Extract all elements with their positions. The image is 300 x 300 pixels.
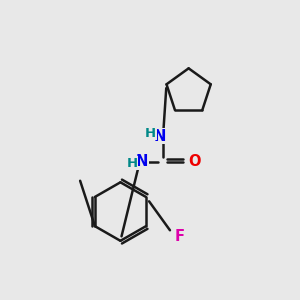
Text: O: O: [189, 154, 201, 169]
Text: N: N: [154, 129, 166, 144]
Text: F: F: [175, 229, 185, 244]
Text: H: H: [145, 127, 156, 140]
Text: N: N: [136, 154, 148, 169]
Text: H: H: [127, 157, 138, 169]
